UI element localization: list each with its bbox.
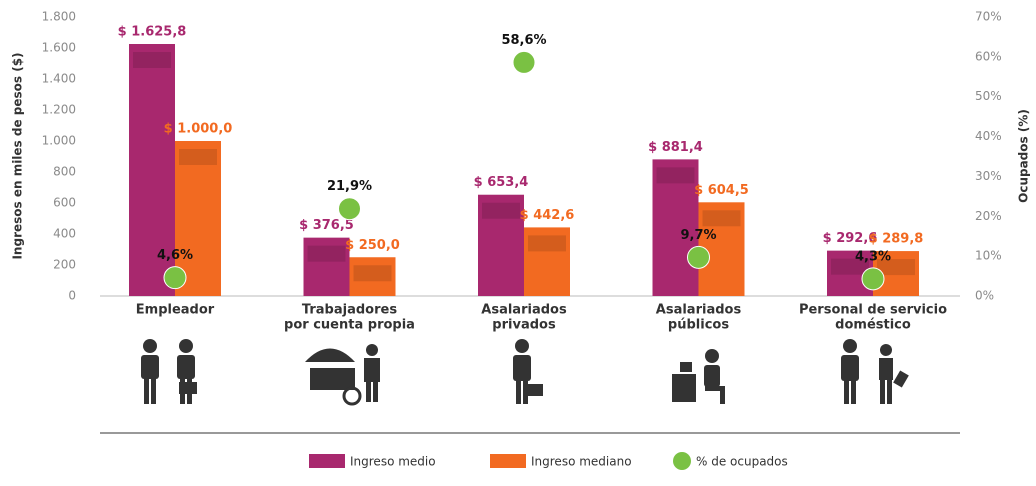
y-tick-label: 800 [53,165,76,179]
y-tick-label: 1.400 [42,72,76,86]
legend-swatch [673,452,691,470]
x-tick-label: Asalariados [481,303,567,318]
y2-tick-label: 50% [975,89,1002,103]
bill [528,235,566,252]
value-label: $ 289,8 [869,232,924,247]
dot [512,50,536,74]
y2-tick-label: 0% [975,289,994,303]
y2-tick-label: 40% [975,129,1002,143]
bar [524,227,570,296]
bill [656,167,695,184]
value-label: $ 376,5 [299,218,354,233]
y2-tick-label: 60% [975,49,1002,63]
legend-swatch [309,454,345,468]
y-tick-label: 200 [53,258,76,272]
dot [163,266,187,290]
bar [478,194,524,296]
x-tick-label: Trabajadores [302,303,397,318]
bar [349,257,396,296]
legend-label: Ingreso medio [350,455,436,469]
y-tick-label: 1.000 [42,134,76,148]
x-tick-label: privados [492,318,556,333]
legend-label: % de ocupados [696,455,788,469]
bar [652,159,699,296]
value-label: $ 604,5 [694,183,749,198]
value-label: $ 250,0 [345,238,400,253]
bill [482,202,520,219]
value-label: $ 292,6 [823,231,878,246]
dot [687,245,710,269]
bill [307,245,346,262]
y-tick-label: 1.200 [42,103,76,117]
x-tick-label: por cuenta propia [284,318,415,333]
icons [141,339,909,406]
x-tick-label: Asalariados [656,303,742,318]
y2-tick-label: 30% [975,169,1002,183]
bill [353,265,392,282]
bill [179,149,217,165]
bill [831,258,869,275]
y-tick-label: 600 [53,196,76,210]
legend-label: Ingreso mediano [531,455,632,469]
y2-tick-label: 20% [975,209,1002,223]
value-label: 21,9% [327,179,372,194]
y-axis-label: Ingresos en miles de pesos ($) [11,52,25,259]
y2-tick-label: 10% [975,249,1002,263]
x-tick-label: Personal de servicio [799,303,947,318]
value-label: $ 1.000,0 [164,122,233,137]
bar [303,237,350,296]
dot [338,197,361,221]
x-tick-label: doméstico [835,318,911,333]
x-tick-label: públicos [668,318,729,333]
y-tick-label: 400 [53,227,76,241]
value-label: 4,6% [157,248,193,263]
y2-tick-label: 70% [975,10,1002,24]
x-tick-label: Empleador [136,303,215,318]
bill [133,52,171,69]
value-label: $ 881,4 [648,140,703,155]
value-label: 9,7% [680,228,716,243]
y-tick-label: 1.800 [42,10,76,24]
dot [861,267,885,291]
value-label: $ 653,4 [474,175,529,190]
value-label: 58,6% [501,33,546,48]
value-label: $ 1.625,8 [118,25,187,40]
value-label: $ 442,6 [520,208,575,223]
legend-swatch [490,454,526,468]
bill [877,259,915,276]
y2-axis-label: Ocupados (%) [1017,109,1031,203]
bar [129,44,175,296]
bill [702,210,741,227]
y-tick-label: 0 [68,289,76,303]
y-tick-label: 1.600 [42,41,76,55]
value-label: 4,3% [855,249,891,264]
